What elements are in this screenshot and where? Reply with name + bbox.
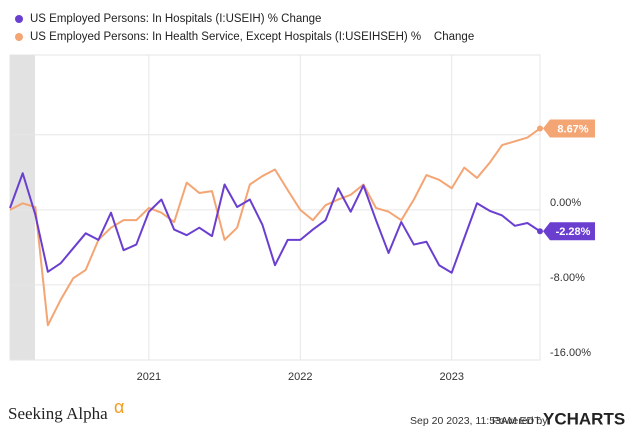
- series-line: [9, 127, 541, 327]
- y-tick-label: -16.00%: [550, 347, 591, 359]
- x-tick-label: 2021: [137, 371, 161, 383]
- end-marker: [537, 228, 543, 235]
- x-tick-label: 2023: [439, 371, 463, 383]
- plot-frame: [9, 54, 541, 361]
- value-flag: [543, 119, 595, 138]
- value-label: -2.28%: [556, 226, 591, 238]
- grid: [10, 55, 540, 361]
- legend-label: US Employed Persons: In Hospitals (I:USE…: [30, 13, 321, 25]
- value-flag: [543, 222, 595, 241]
- brand-symbol: α: [114, 397, 124, 417]
- powered-by: Powered by: [492, 415, 548, 427]
- legend-swatch: [15, 15, 23, 23]
- legend-swatch: [15, 33, 23, 41]
- value-label: 8.67%: [557, 123, 588, 135]
- series-line: [9, 172, 541, 274]
- y-tick-label: 0.00%: [550, 197, 581, 209]
- brand: Seeking Alpha: [8, 404, 108, 423]
- timestamp: Sep 20 2023, 11:53AM EDT.: [410, 415, 542, 427]
- provider: YCHARTS: [543, 409, 625, 428]
- x-tick-label: 2022: [288, 371, 312, 383]
- y-tick-label: -8.00%: [550, 272, 585, 284]
- legend-label: US Employed Persons: In Health Service, …: [30, 31, 474, 43]
- end-marker: [537, 125, 543, 132]
